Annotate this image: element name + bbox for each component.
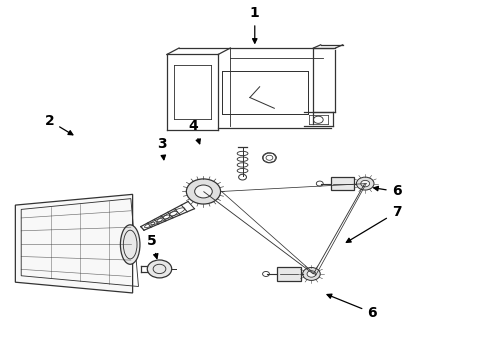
Text: 5: 5 — [147, 234, 158, 258]
Circle shape — [195, 185, 212, 198]
Text: 7: 7 — [346, 205, 401, 242]
Ellipse shape — [121, 225, 140, 264]
Text: 6: 6 — [374, 184, 401, 198]
Bar — [277, 267, 301, 281]
Circle shape — [147, 260, 172, 278]
Circle shape — [307, 271, 316, 277]
Text: 6: 6 — [327, 294, 377, 320]
Circle shape — [303, 267, 320, 280]
Text: 2: 2 — [45, 114, 73, 135]
Text: 4: 4 — [189, 119, 200, 144]
Bar — [331, 177, 354, 190]
Text: 3: 3 — [157, 137, 167, 160]
Circle shape — [356, 177, 374, 190]
Polygon shape — [15, 194, 133, 293]
Circle shape — [361, 180, 369, 187]
Circle shape — [186, 179, 220, 204]
Text: 1: 1 — [250, 6, 260, 43]
